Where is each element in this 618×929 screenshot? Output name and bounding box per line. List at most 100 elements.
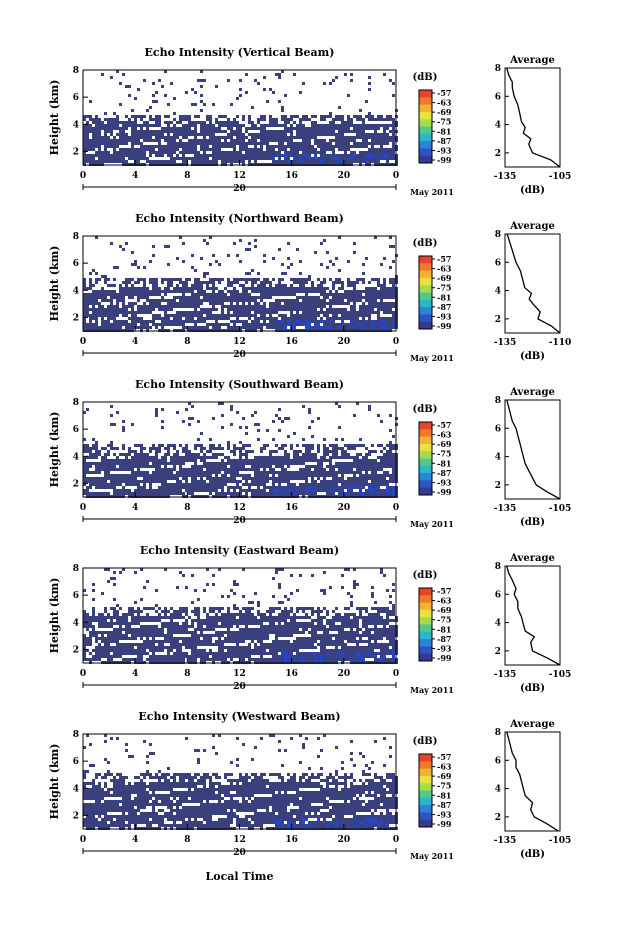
heatmap-cell	[131, 136, 134, 139]
heatmap-cell	[344, 73, 347, 76]
heatmap-cell	[185, 299, 188, 302]
heatmap-cell	[146, 287, 149, 290]
heatmap-cell	[290, 486, 293, 489]
heatmap-cell	[269, 151, 272, 154]
panel-title: Echo Intensity (Southward Beam)	[135, 378, 344, 391]
heatmap-cell	[212, 465, 215, 468]
heatmap-cell	[146, 459, 149, 462]
heatmap-cell	[107, 127, 110, 130]
heatmap-cell	[317, 299, 320, 302]
heatmap-cell	[215, 474, 218, 477]
heatmap-cell	[392, 477, 395, 480]
heatmap-cell	[131, 305, 134, 308]
heatmap-cell	[278, 287, 281, 290]
heatmap-cell	[305, 290, 308, 293]
heatmap-cell	[362, 308, 365, 311]
heatmap-cell	[224, 121, 227, 124]
heatmap-cell	[200, 100, 203, 103]
heatmap-cell	[392, 124, 395, 127]
heatmap-cell	[197, 160, 200, 163]
heatmap-cell	[137, 130, 140, 133]
heatmap-cell	[83, 447, 86, 450]
profile-y-tick-label: 6	[495, 258, 501, 268]
heatmap-cell	[257, 305, 260, 308]
colorbar-tick-label: -87	[437, 468, 451, 478]
heatmap-cell	[173, 459, 176, 462]
heatmap-cell	[392, 118, 395, 121]
y-axis-label: Height (km)	[48, 412, 61, 488]
heatmap-cell	[116, 640, 119, 643]
heatmap-cell	[131, 314, 134, 317]
heatmap-cell	[359, 290, 362, 293]
heatmap-cell	[224, 296, 227, 299]
heatmap-cell	[269, 88, 272, 91]
heatmap-cell	[185, 326, 188, 329]
heatmap-cell	[170, 492, 173, 495]
heatmap-cell	[158, 465, 161, 468]
heatmap-cell	[125, 320, 128, 323]
heatmap-cell	[392, 142, 395, 145]
heatmap-cell	[308, 411, 311, 414]
heatmap-cell	[314, 154, 317, 157]
heatmap-cell	[338, 287, 341, 290]
heatmap-cell	[107, 278, 110, 281]
heatmap-cell	[314, 130, 317, 133]
heatmap-cell	[116, 613, 119, 616]
heatmap-cell	[98, 655, 101, 658]
heatmap-cell	[215, 85, 218, 88]
heatmap-cell	[365, 151, 368, 154]
heatmap-cell	[386, 492, 389, 495]
heatmap-cell	[326, 115, 329, 118]
heatmap-cell	[197, 465, 200, 468]
heatmap-cell	[122, 323, 125, 326]
heatmap-cell	[92, 323, 95, 326]
heatmap-cell	[341, 320, 344, 323]
heatmap-cell	[236, 492, 239, 495]
heatmap-cell	[365, 326, 368, 329]
heatmap-cell	[338, 462, 341, 465]
heatmap-cell	[116, 646, 119, 649]
heatmap-cell	[287, 320, 290, 323]
heatmap-cell	[185, 302, 188, 305]
heatmap-cell	[140, 290, 143, 293]
heatmap-cell	[275, 73, 278, 76]
heatmap-cell	[341, 471, 344, 474]
heatmap-cell	[251, 127, 254, 130]
heatmap-cell	[248, 462, 251, 465]
heatmap-cell	[251, 106, 254, 109]
heatmap-cell	[179, 142, 182, 145]
heatmap-cell	[275, 305, 278, 308]
heatmap-cell	[95, 441, 98, 444]
heatmap-cell	[155, 468, 158, 471]
heatmap-cell	[260, 314, 263, 317]
heatmap-cell	[248, 154, 251, 157]
heatmap-cell	[230, 160, 233, 163]
heatmap-cell	[104, 655, 107, 658]
heatmap-cell	[155, 326, 158, 329]
heatmap-cell	[365, 115, 368, 118]
heatmap-cell	[191, 302, 194, 305]
heatmap-cell	[239, 465, 242, 468]
heatmap-cell	[248, 477, 251, 480]
heatmap-cell	[140, 320, 143, 323]
heatmap-cell	[149, 474, 152, 477]
heatmap-cell	[386, 287, 389, 290]
heatmap-cell	[119, 625, 122, 628]
heatmap-cell	[281, 489, 284, 492]
heatmap-cell	[83, 622, 86, 625]
heatmap-cell	[284, 308, 287, 311]
heatmap-cell	[389, 317, 392, 320]
heatmap-cell	[137, 296, 140, 299]
heatmap-cell	[149, 151, 152, 154]
heatmap-cell	[299, 314, 302, 317]
heatmap-cell	[101, 456, 104, 459]
heatmap-cell	[89, 447, 92, 450]
heatmap-cell	[296, 154, 299, 157]
heatmap-cell	[347, 299, 350, 302]
heatmap-cell	[329, 293, 332, 296]
heatmap-cell	[149, 477, 152, 480]
heatmap-cell	[140, 456, 143, 459]
heatmap-cell	[335, 257, 338, 260]
heatmap-cell	[290, 127, 293, 130]
heatmap-cell	[116, 652, 119, 655]
